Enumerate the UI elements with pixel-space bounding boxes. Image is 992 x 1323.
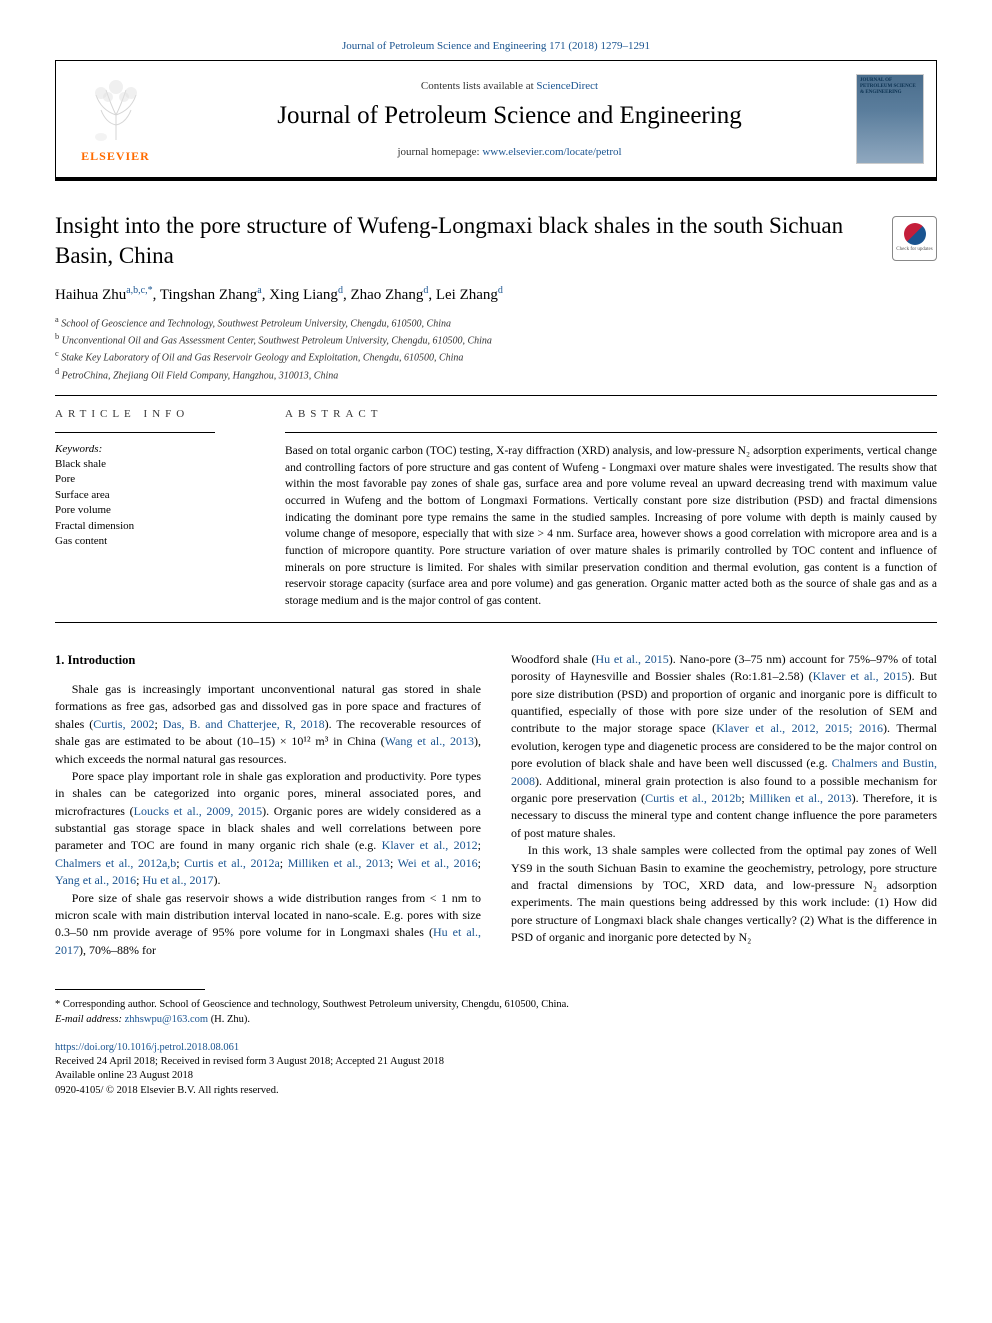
check-updates-text: Check for updates <box>896 247 932 254</box>
homepage-prefix: journal homepage: <box>397 146 482 158</box>
section-1-heading: 1. Introduction <box>55 651 481 669</box>
article-title: Insight into the pore structure of Wufen… <box>55 211 937 271</box>
header-center: Contents lists available at ScienceDirec… <box>163 80 856 158</box>
homepage-line: journal homepage: www.elsevier.com/locat… <box>173 146 846 158</box>
sciencedirect-link[interactable]: ScienceDirect <box>536 80 598 92</box>
right-column: Woodford shale (Hu et al., 2015). Nano-p… <box>511 651 937 959</box>
copyright-line: 0920-4105/ © 2018 Elsevier B.V. All righ… <box>55 1084 937 1099</box>
abstract-text: Based on total organic carbon (TOC) test… <box>285 443 937 610</box>
article-info-column: ARTICLE INFO Keywords: Black shalePoreSu… <box>55 408 250 610</box>
email-suffix: (H. Zhu). <box>208 1014 250 1025</box>
section-rule-bottom <box>55 622 937 623</box>
journal-citation-top[interactable]: Journal of Petroleum Science and Enginee… <box>55 40 937 52</box>
body-paragraph: Pore size of shale gas reservoir shows a… <box>55 890 481 960</box>
check-updates-icon <box>904 223 926 245</box>
available-online: Available online 23 August 2018 <box>55 1069 937 1084</box>
body-paragraph: Pore space play important role in shale … <box>55 768 481 890</box>
keyword: Fractal dimension <box>55 519 250 534</box>
contents-prefix: Contents lists available at <box>421 80 536 92</box>
elsevier-text: ELSEVIER <box>81 149 150 164</box>
section-rule-top <box>55 395 937 396</box>
corresponding-email[interactable]: zhhswpu@163.com <box>125 1014 208 1025</box>
article-info-heading: ARTICLE INFO <box>55 408 250 420</box>
keywords-list: Black shalePoreSurface areaPore volumeFr… <box>55 457 250 549</box>
doi-link[interactable]: https://doi.org/10.1016/j.petrol.2018.08… <box>55 1042 937 1053</box>
body-paragraph: In this work, 13 shale samples were coll… <box>511 842 937 946</box>
keyword: Pore <box>55 472 250 487</box>
keyword: Black shale <box>55 457 250 472</box>
elsevier-tree-icon <box>76 75 156 145</box>
body-columns: 1. Introduction Shale gas is increasingl… <box>55 651 937 959</box>
article-title-text: Insight into the pore structure of Wufen… <box>55 213 843 268</box>
journal-title: Journal of Petroleum Science and Enginee… <box>173 102 846 130</box>
corresponding-author: * Corresponding author. School of Geosci… <box>55 998 937 1027</box>
body-paragraph: Woodford shale (Hu et al., 2015). Nano-p… <box>511 651 937 842</box>
journal-header-box: ELSEVIER Contents lists available at Sci… <box>55 60 937 181</box>
affiliation-line: d PetroChina, Zhejiang Oil Field Company… <box>55 366 937 383</box>
abstract-rule <box>285 432 937 433</box>
abstract-heading: ABSTRACT <box>285 408 937 420</box>
affiliation-line: a School of Geoscience and Technology, S… <box>55 314 937 331</box>
journal-cover-thumbnail[interactable]: JOURNAL OF PETROLEUM SCIENCE & ENGINEERI… <box>856 74 924 164</box>
left-column: 1. Introduction Shale gas is increasingl… <box>55 651 481 959</box>
keyword: Pore volume <box>55 503 250 518</box>
info-rule <box>55 432 215 433</box>
keyword: Surface area <box>55 488 250 503</box>
corresponding-line1: * Corresponding author. School of Geosci… <box>55 998 937 1013</box>
affiliation-line: b Unconventional Oil and Gas Assessment … <box>55 331 937 348</box>
info-abstract-row: ARTICLE INFO Keywords: Black shalePoreSu… <box>55 408 937 610</box>
affiliations: a School of Geoscience and Technology, S… <box>55 314 937 383</box>
journal-cover-text: JOURNAL OF PETROLEUM SCIENCE & ENGINEERI… <box>860 78 920 96</box>
email-label: E-mail address: <box>55 1014 125 1025</box>
elsevier-logo[interactable]: ELSEVIER <box>68 69 163 169</box>
check-updates-badge[interactable]: Check for updates <box>892 216 937 261</box>
footer-rule <box>55 989 205 990</box>
body-paragraph: Shale gas is increasingly important unco… <box>55 681 481 768</box>
keywords-label: Keywords: <box>55 443 250 455</box>
received-dates: Received 24 April 2018; Received in revi… <box>55 1055 937 1070</box>
keyword: Gas content <box>55 534 250 549</box>
authors-list: Haihua Zhua,b,c,*, Tingshan Zhanga, Xing… <box>55 285 937 304</box>
homepage-link[interactable]: www.elsevier.com/locate/petrol <box>482 146 621 158</box>
affiliation-line: c Stake Key Laboratory of Oil and Gas Re… <box>55 348 937 365</box>
abstract-column: ABSTRACT Based on total organic carbon (… <box>285 408 937 610</box>
contents-line: Contents lists available at ScienceDirec… <box>173 80 846 92</box>
